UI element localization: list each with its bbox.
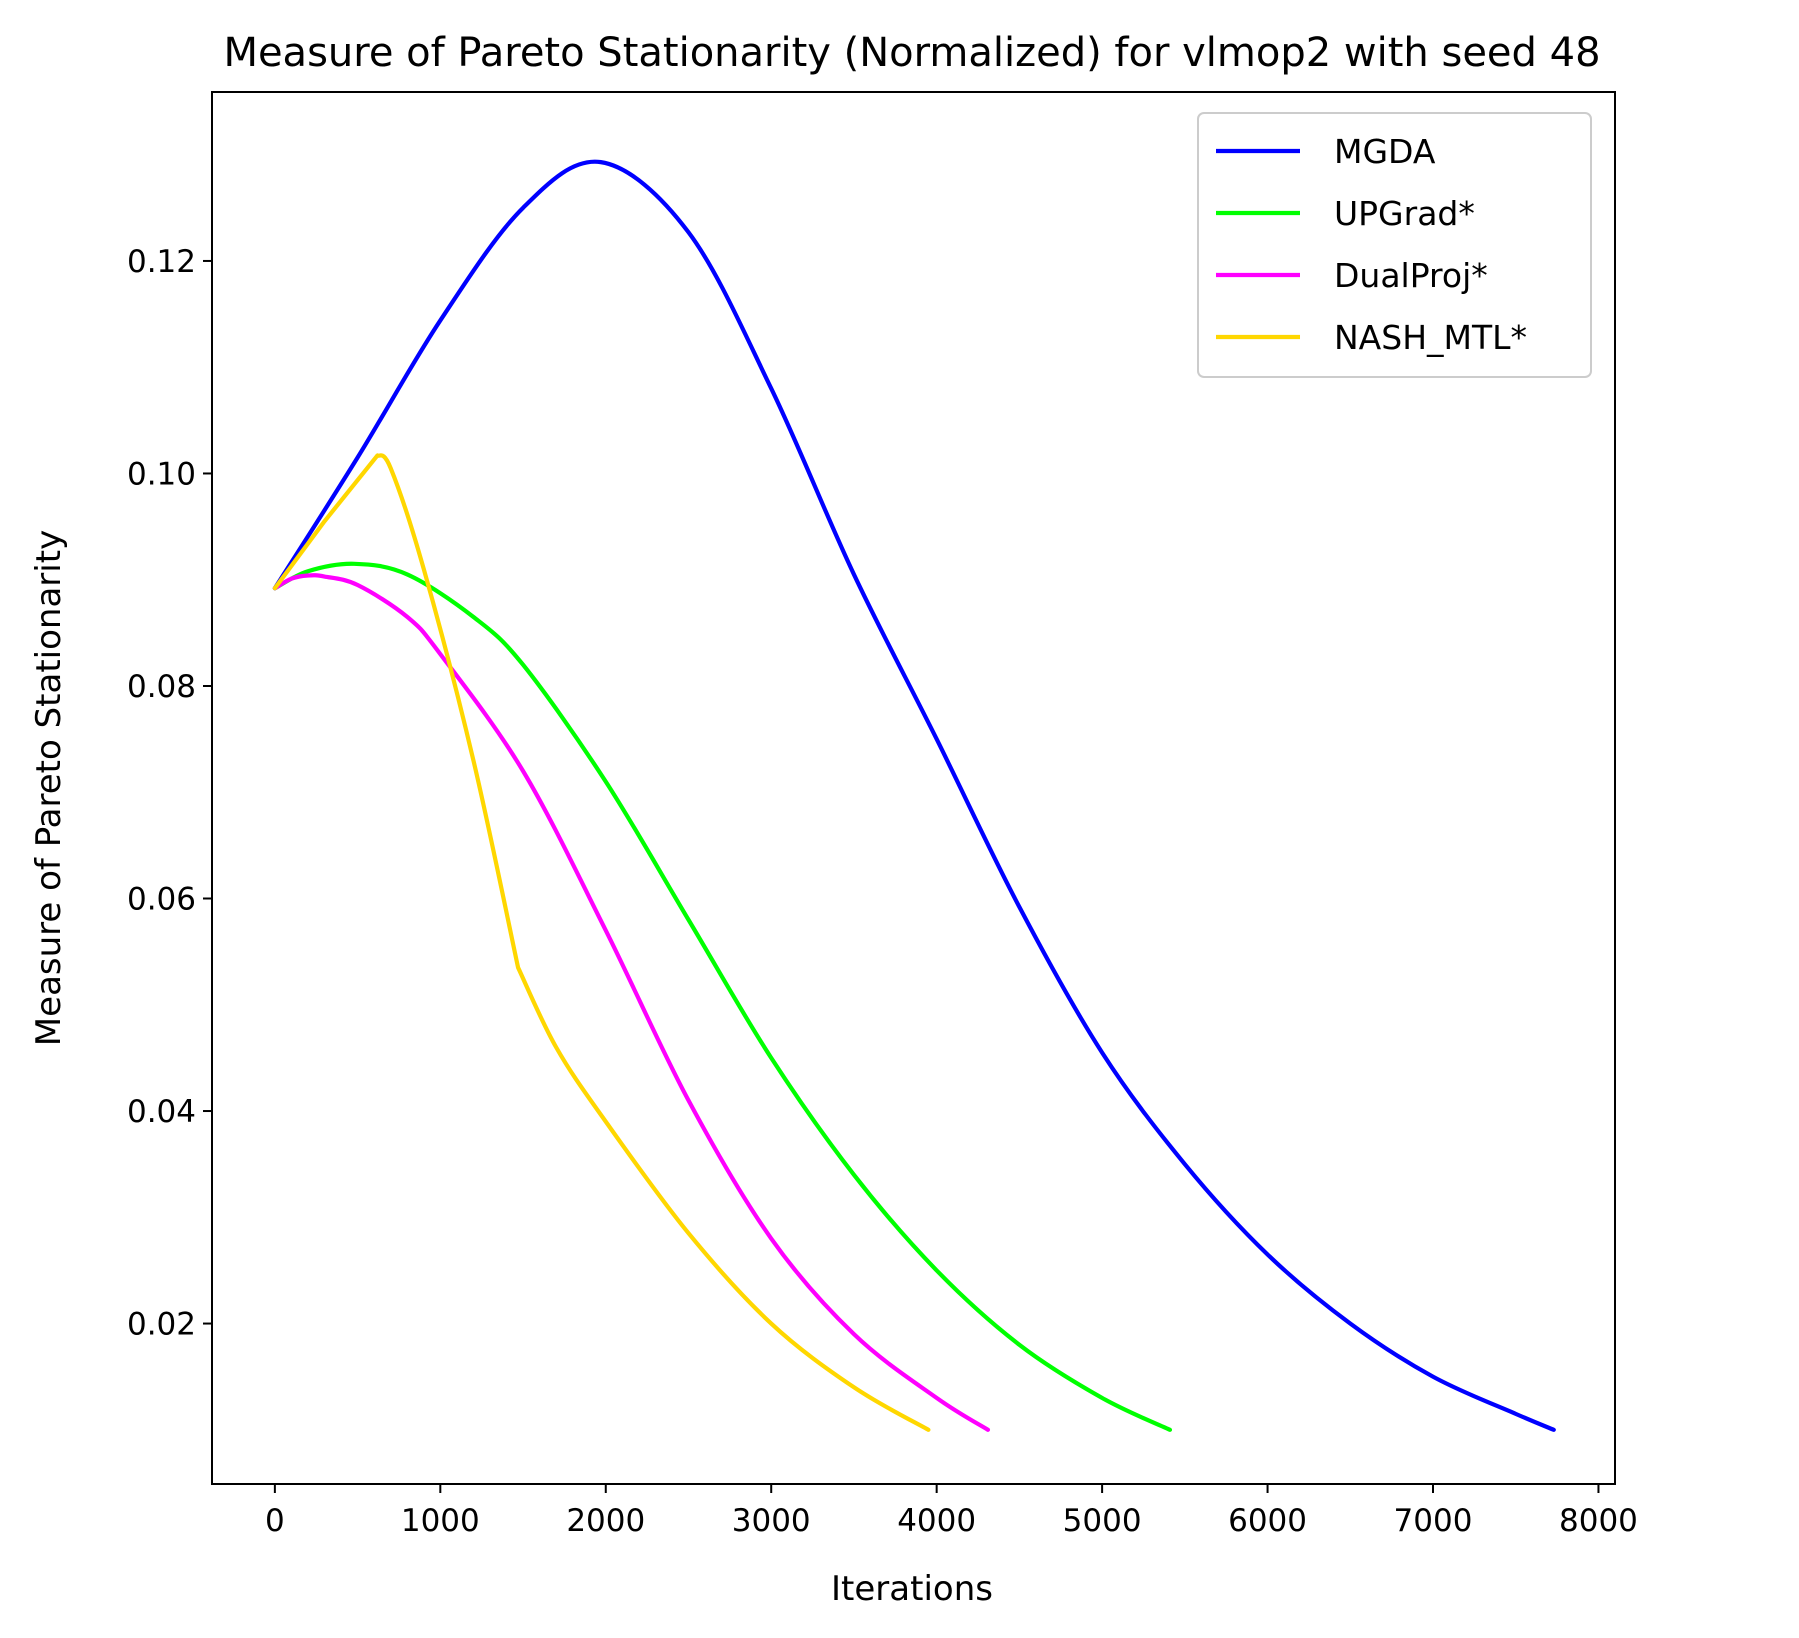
y-tick-label: 0.02 [127, 1307, 196, 1343]
x-tick-label: 7000 [1394, 1503, 1473, 1539]
y-tick-label: 0.10 [127, 456, 196, 492]
series-line-dualproj [272, 573, 991, 1432]
legend-label-upgrad: UPGrad* [1334, 194, 1475, 233]
x-tick-label: 6000 [1228, 1503, 1307, 1539]
x-tick-label: 4000 [897, 1503, 976, 1539]
y-axis: 0.02 0.04 0.06 0.08 0.10 0.12 [127, 244, 212, 1343]
x-tick-label: 5000 [1063, 1503, 1142, 1539]
x-tick-label: 2000 [566, 1503, 645, 1539]
y-tick-label: 0.04 [127, 1094, 196, 1130]
series-line-nash-mtl [272, 453, 931, 1432]
chart-title: Measure of Pareto Stationarity (Normaliz… [223, 30, 1600, 76]
x-tick-label: 0 [265, 1503, 285, 1539]
x-tick-label: 8000 [1559, 1503, 1638, 1539]
legend-label-mgda: MGDA [1334, 132, 1436, 171]
series-layer [272, 159, 1556, 1432]
legend-box [1197, 112, 1592, 378]
x-axis: 0 1000 2000 3000 4000 5000 6000 7000 8000 [265, 1484, 1638, 1539]
series-line-upgrad [272, 561, 1173, 1432]
series-line-mgda [272, 159, 1556, 1432]
legend-label-nash-mtl: NASH_MTL* [1334, 318, 1527, 357]
legend-label-dualproj: DualProj* [1334, 256, 1488, 295]
legend: MGDA UPGrad* DualProj* NASH_MTL* [1197, 112, 1592, 378]
y-axis-label: Measure of Pareto Stationarity [29, 530, 69, 1046]
y-tick-label: 0.06 [127, 882, 196, 918]
x-axis-label: Iterations [831, 1569, 993, 1609]
y-tick-label: 0.12 [127, 244, 196, 280]
x-tick-label: 1000 [401, 1503, 480, 1539]
y-tick-label: 0.08 [127, 669, 196, 705]
x-tick-label: 3000 [732, 1503, 811, 1539]
